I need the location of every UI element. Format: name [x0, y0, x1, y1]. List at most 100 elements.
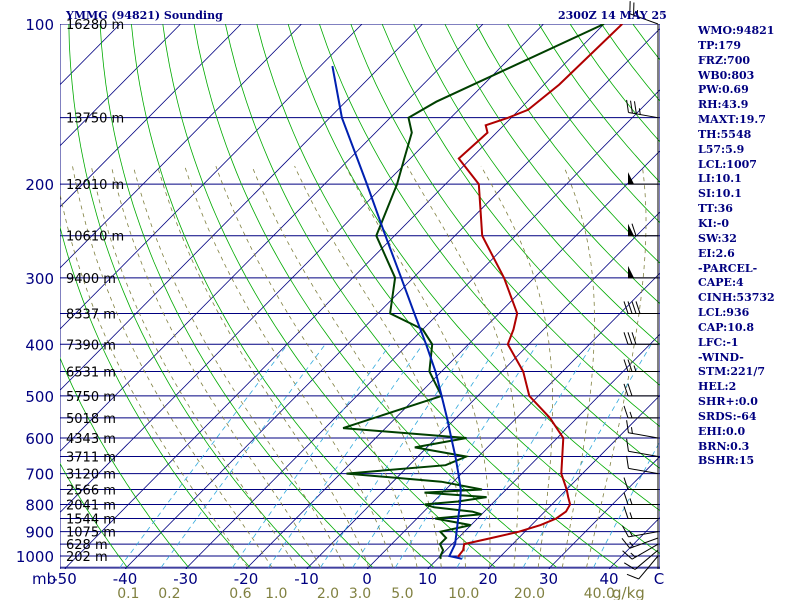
height-label: 202 m — [66, 550, 108, 565]
stat-item: BRN:0.3 — [698, 439, 750, 453]
stat-item: SW:32 — [698, 231, 737, 245]
wind-barb — [626, 438, 659, 457]
stat-item: FRZ:700 — [698, 53, 751, 67]
height-label: 5750 m — [66, 390, 116, 405]
barb-flag — [628, 223, 634, 236]
wind-barb — [623, 506, 658, 519]
stat-item: STM:221/7 — [698, 365, 765, 379]
temperature-tick-label: 0 — [362, 570, 372, 588]
barb-flag — [628, 265, 634, 278]
isotherm-line — [487, 394, 660, 569]
height-label: 3711 m — [66, 450, 116, 465]
isotherm-line — [245, 150, 660, 569]
dry-adiabat — [225, 24, 619, 568]
barb-feather — [621, 525, 629, 538]
mixing-ratio-label: 0.6 — [229, 586, 251, 600]
barb-feather — [623, 332, 629, 345]
mixing-ratio-line — [395, 344, 538, 568]
temperature-tick-label: 40 — [599, 570, 618, 588]
isotherm-line — [366, 272, 660, 569]
barb-feather — [633, 101, 637, 114]
dry-adiabat — [193, 24, 557, 568]
barb-staff — [634, 549, 659, 570]
barb-half-feather — [629, 411, 633, 419]
barb-feather — [631, 223, 637, 236]
moist-adiabat — [215, 165, 418, 568]
moist-adiabat — [586, 166, 647, 568]
moist-adiabat — [251, 165, 442, 568]
barb-staff — [629, 537, 659, 549]
wind-barb — [623, 332, 658, 345]
wind-barb — [628, 223, 658, 237]
pressure-tick-label: 500 — [25, 388, 54, 406]
isotherm-line — [548, 455, 660, 569]
dry-adiabat — [256, 24, 660, 555]
dry-adiabat — [475, 24, 660, 264]
barb-staff — [628, 111, 659, 119]
isotherm-line — [427, 333, 660, 569]
wind-barb — [623, 477, 658, 491]
height-label: 16280 m — [66, 18, 124, 33]
dry-adiabat — [68, 24, 312, 568]
dewpoint-line — [342, 24, 605, 559]
barb-feather — [627, 332, 633, 345]
temperature-tick-label: -20 — [234, 570, 259, 588]
moist-adiabat — [132, 166, 345, 568]
barb-staff — [628, 450, 659, 457]
temperature-unit-label: C — [654, 570, 664, 588]
moist-adiabat — [406, 165, 519, 568]
stat-item: LI:10.1 — [698, 172, 742, 186]
moist-adiabat — [72, 166, 273, 568]
pressure-tick-label: 700 — [25, 466, 54, 484]
stat-item: MAXT:19.7 — [698, 113, 766, 127]
dry-adiabat — [413, 24, 660, 346]
barb-feather — [626, 573, 639, 580]
stat-item: WMO:94821 — [698, 24, 775, 37]
barb-feather — [626, 420, 629, 433]
wind-barb — [626, 99, 659, 119]
mixing-ratio-label: 0.1 — [117, 586, 139, 600]
isotherm-line — [0, 24, 60, 569]
temperature-tick-label: 20 — [478, 570, 497, 588]
barb-feather — [623, 492, 629, 505]
wind-barb — [623, 405, 658, 419]
dry-adiabat — [319, 24, 660, 470]
barb-feather — [623, 506, 629, 519]
barb-staff — [631, 543, 659, 560]
y-axis-unit-label: mb — [32, 570, 56, 588]
height-label: 2566 m — [66, 484, 116, 499]
stats-list: WMO:94821 TP:179 FRZ:700 WB0:803 PW:0.69 RH:4… — [698, 24, 775, 469]
barb-feather — [626, 99, 629, 113]
isotherm-line — [60, 24, 181, 147]
stat-item: EHI:0.0 — [698, 424, 746, 438]
moist-adiabat — [60, 192, 249, 568]
barb-feather — [623, 477, 629, 490]
temperature-tick-label: -10 — [294, 570, 319, 588]
barb-feather — [631, 301, 637, 314]
stat-item: TP:179 — [698, 38, 742, 52]
isotherm-line — [124, 28, 660, 569]
height-label: 9400 m — [66, 272, 116, 287]
barb-half-feather — [633, 365, 637, 372]
height-label: 5018 m — [66, 412, 116, 427]
barb-staff — [628, 531, 659, 538]
temperature-tick-label: -50 — [52, 570, 77, 588]
wind-barb — [623, 301, 658, 314]
moist-adiabat — [561, 165, 595, 568]
stat-item: CAPE:4 — [698, 276, 744, 290]
stat-item: LCL:936 — [698, 306, 750, 320]
height-label: 2041 m — [66, 498, 116, 513]
isotherm-line — [60, 24, 363, 330]
barb-staff — [638, 555, 659, 580]
stat-item: L57:5.9 — [698, 142, 745, 156]
barb-half-feather — [629, 498, 633, 505]
wind-barb — [621, 525, 659, 538]
wind-barb — [629, 1, 659, 25]
barb-feather — [635, 301, 641, 314]
barb-feather — [622, 550, 633, 560]
dry-adiabat — [99, 24, 373, 568]
barb-feather — [623, 405, 629, 419]
barb-feather — [627, 359, 633, 372]
dry-adiabat — [60, 225, 251, 568]
